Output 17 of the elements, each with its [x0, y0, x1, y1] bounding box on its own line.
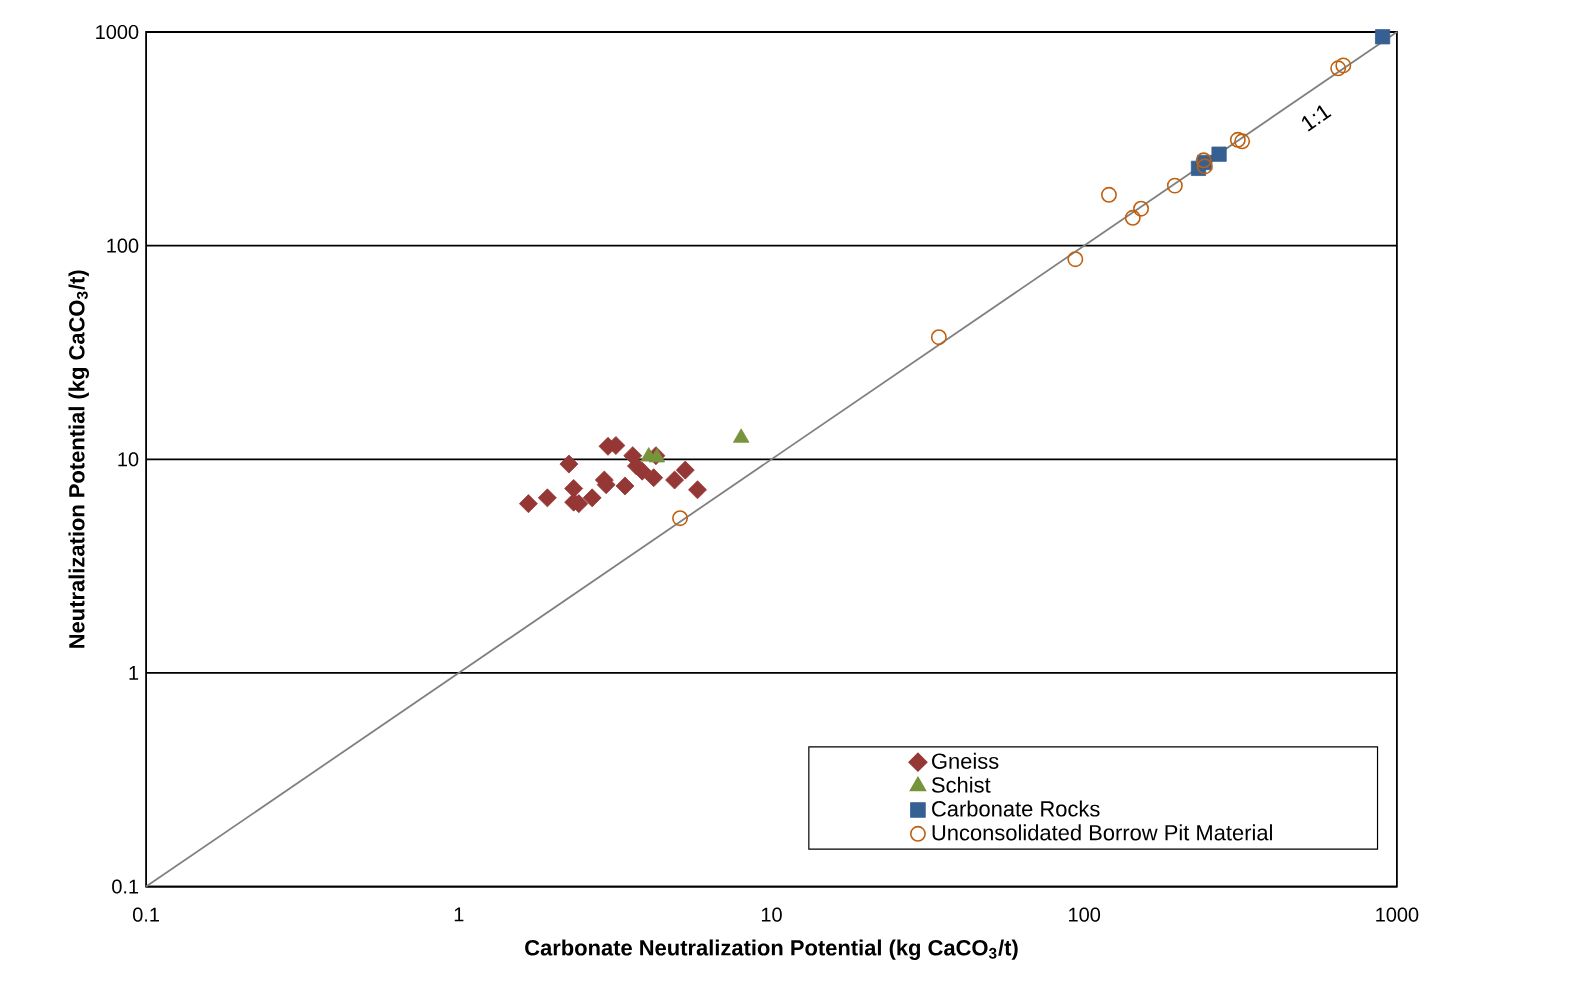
legend-label: Carbonate Rocks: [932, 800, 1100, 817]
x-tick-label: 1000: [1376, 907, 1419, 922]
y-tick-label: 100: [107, 238, 139, 253]
y-axis-title: Neutralization Potential (kg CaCO$_{3}$/t): [68, 270, 90, 648]
x-tick-label: 10: [761, 907, 782, 922]
legend-label: Unconsolidated Borrow Pit Material: [932, 824, 1272, 841]
y-tick-label: 1000: [96, 25, 139, 40]
y-tick-label: 0.1: [112, 879, 139, 894]
x-tick-label: 1: [454, 907, 464, 922]
legend-label: Gneiss: [932, 752, 999, 770]
y-tick-label: 1: [129, 666, 139, 680]
x-tick-label: 0.1: [133, 907, 159, 922]
x-axis-title: Carbonate Neutralization Potential (kg CaCO$_{3}$/t): [525, 939, 1018, 961]
y-tick-label: 10: [118, 452, 139, 467]
legend-label: Schist: [931, 776, 991, 793]
x-tick-label: 100: [1069, 907, 1101, 922]
annotation: 1:1: [1301, 105, 1332, 132]
